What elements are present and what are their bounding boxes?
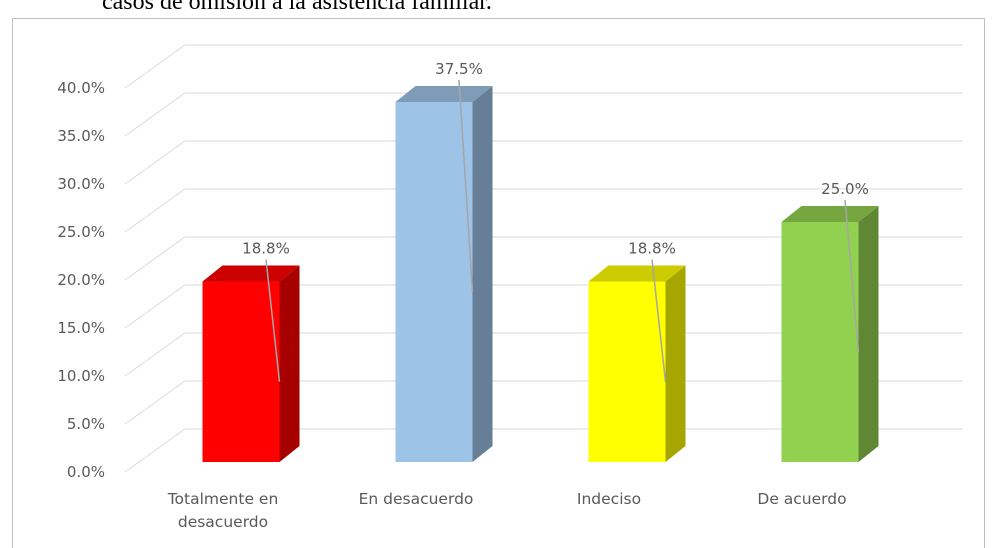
y-tick-label: 25.0% [57,223,105,241]
bar-side [665,265,686,462]
y-tick-label: 30.0% [57,175,105,193]
chart-title: casos de omisión a la asistencia familia… [102,0,492,15]
y-tick-label: 20.0% [57,271,105,289]
bar-top [395,86,493,102]
bar-side [858,206,879,462]
grid-line [124,140,963,185]
bar [202,281,280,462]
chart-frame [12,18,985,548]
grid-line [124,380,963,425]
data-label: 18.8% [242,240,290,258]
y-tick-label: 40.0% [57,79,105,97]
bar [588,281,666,462]
data-label: 18.8% [628,240,676,258]
bar [781,222,859,462]
x-tick-label: En desacuerdo [358,490,474,508]
y-tick-label: 35.0% [57,127,105,145]
grid-line [124,332,963,377]
x-tick-label: Totalmente en desacuerdo [167,490,279,531]
bar [395,102,473,462]
grid-line [124,44,963,89]
grid-line [124,188,963,233]
grid-line [124,284,963,329]
bar-top [202,265,300,282]
data-label: 25.0% [821,180,869,198]
y-tick-label: 0.0% [67,463,105,481]
leader-line [265,259,281,382]
bar-top [781,206,879,222]
grid-line [124,236,963,281]
x-tick-label: De acuerdo [757,490,847,508]
y-tick-label: 10.0% [57,367,105,385]
leader-line [458,79,474,293]
y-tick-label: 15.0% [57,319,105,337]
leader-line [651,259,667,382]
bar-side [472,86,493,462]
bar-top [588,265,686,282]
x-tick-label: Indeciso [576,490,642,508]
grid-line [124,92,963,137]
grid-line [124,428,963,473]
leader-line [844,199,860,353]
bar-side [279,265,300,462]
y-tick-label: 5.0% [67,415,105,433]
data-label: 37.5% [435,60,483,78]
